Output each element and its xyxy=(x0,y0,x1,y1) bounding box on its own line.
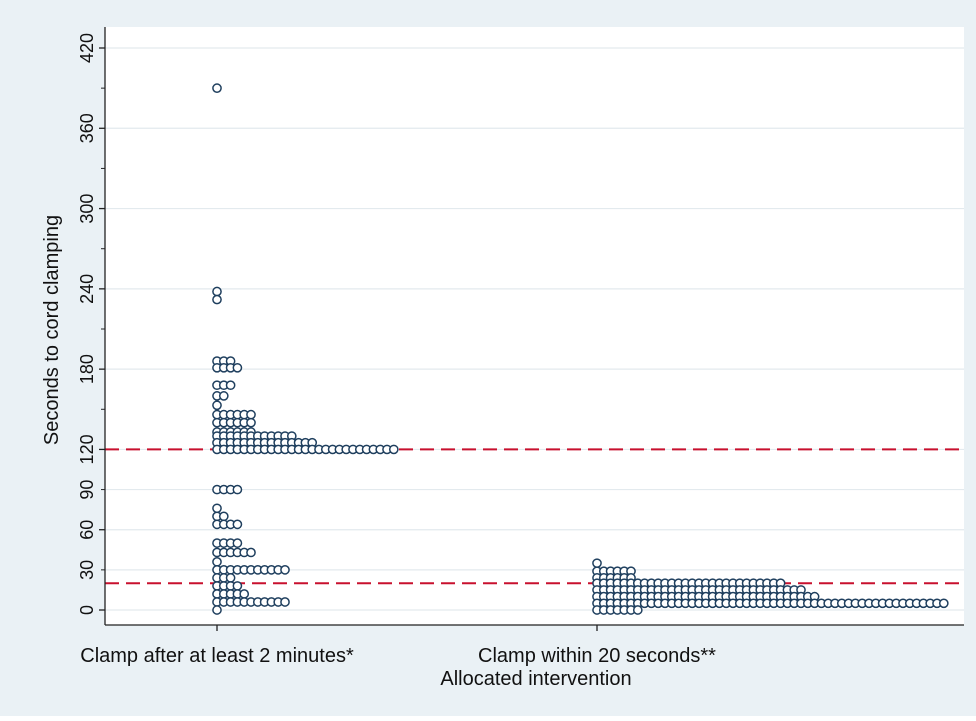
data-point xyxy=(592,558,602,569)
data-point xyxy=(246,409,256,420)
x-tick-label: Clamp within 20 seconds** xyxy=(478,645,716,667)
y-tick-label: 300 xyxy=(77,194,97,224)
x-axis-title: Allocated intervention xyxy=(440,668,631,690)
data-point xyxy=(232,362,243,373)
data-point xyxy=(239,589,250,599)
data-point xyxy=(212,503,222,514)
y-tick-label: 30 xyxy=(77,560,97,580)
data-point xyxy=(232,519,243,530)
y-tick-label: 60 xyxy=(77,520,97,540)
data-point xyxy=(212,294,222,305)
data-point xyxy=(218,391,229,401)
data-point xyxy=(212,286,222,297)
x-tick-label: Clamp after at least 2 minutes* xyxy=(80,645,354,667)
y-tick-label: 180 xyxy=(77,354,97,384)
y-tick-label: 90 xyxy=(77,480,97,500)
data-point xyxy=(246,547,256,558)
data-point xyxy=(212,605,222,615)
data-point xyxy=(218,511,229,522)
data-point xyxy=(246,417,256,428)
data-point xyxy=(212,83,222,93)
y-tick-label: 240 xyxy=(77,274,97,304)
data-point xyxy=(225,573,236,583)
reference-lines xyxy=(105,448,964,585)
y-tick-label: 120 xyxy=(77,434,97,464)
data-point xyxy=(280,565,290,575)
data-point xyxy=(232,581,243,591)
plot-area xyxy=(105,27,964,625)
y-tick-label: 420 xyxy=(77,33,97,63)
data-point xyxy=(212,556,222,567)
y-tick-label: 0 xyxy=(77,605,97,615)
data-point xyxy=(388,444,399,455)
data-point xyxy=(632,605,643,615)
data-point xyxy=(212,400,222,411)
axes: 0 60 120 180 240 300 360 420 30 90 Clamp after at … xyxy=(77,27,964,667)
y-axis-title: Seconds to cord clamping xyxy=(41,215,63,445)
data-points xyxy=(212,83,949,615)
data-point xyxy=(225,380,236,391)
data-point xyxy=(232,538,243,548)
data-point xyxy=(280,597,290,607)
data-point xyxy=(232,484,243,495)
data-point xyxy=(938,598,949,609)
y-tick-label: 360 xyxy=(77,113,97,143)
